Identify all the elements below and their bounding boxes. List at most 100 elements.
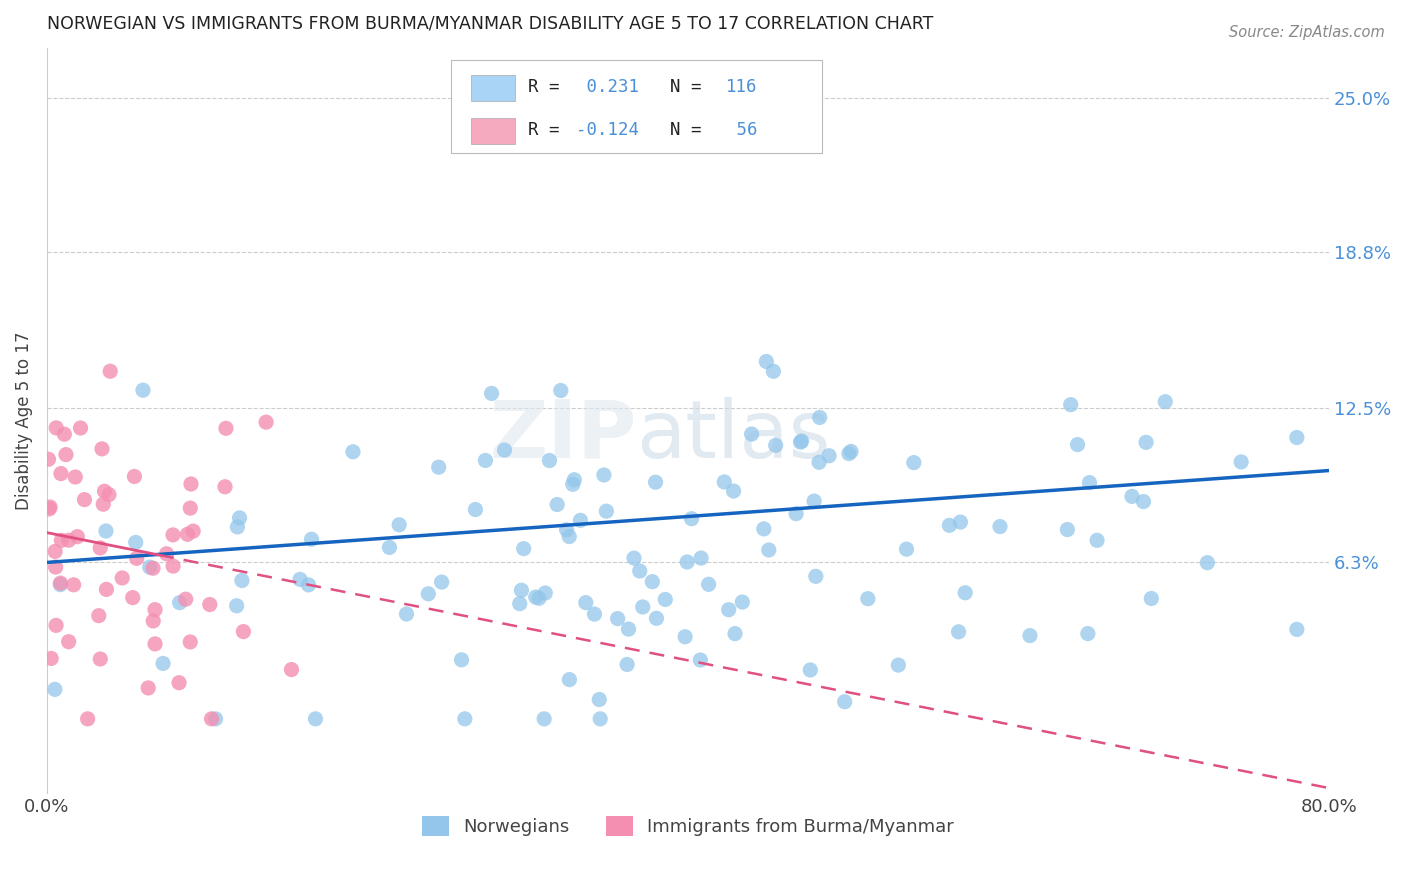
Point	[39, 500, 62, 514]
Point	[938, 518, 960, 533]
Point	[228, 511, 250, 525]
Point	[96, 582, 118, 597]
Point	[512, 541, 534, 556]
Point	[524, 590, 547, 604]
Point	[204, 712, 226, 726]
Point	[758, 543, 780, 558]
Point	[49, 577, 72, 591]
Point	[949, 515, 972, 529]
Point	[1121, 489, 1143, 503]
Point	[76, 712, 98, 726]
Point	[839, 444, 862, 458]
Point	[595, 504, 617, 518]
Point	[617, 622, 640, 636]
Point	[799, 663, 821, 677]
Point	[762, 364, 785, 378]
Point	[225, 599, 247, 613]
Point	[65, 470, 87, 484]
Point	[39, 651, 62, 665]
Point	[1285, 623, 1308, 637]
Point	[142, 614, 165, 628]
Point	[45, 421, 67, 435]
Point	[143, 637, 166, 651]
Point	[49, 576, 72, 591]
Point	[464, 502, 486, 516]
Text: ZIP: ZIP	[489, 397, 637, 475]
Point	[152, 657, 174, 671]
Point	[623, 551, 645, 566]
Point	[226, 520, 249, 534]
Point	[689, 653, 711, 667]
Point	[427, 460, 450, 475]
Point	[834, 695, 856, 709]
Point	[58, 533, 80, 548]
Point	[575, 596, 598, 610]
Point	[181, 524, 204, 538]
Point	[1197, 556, 1219, 570]
Point	[690, 551, 713, 566]
Point	[527, 591, 550, 606]
Text: atlas: atlas	[637, 397, 831, 475]
Point	[304, 712, 326, 726]
Point	[342, 444, 364, 458]
Point	[561, 477, 583, 491]
Point	[55, 448, 77, 462]
Point	[91, 497, 114, 511]
Point	[534, 586, 557, 600]
Point	[167, 675, 190, 690]
Point	[856, 591, 879, 606]
Point	[430, 575, 453, 590]
Point	[138, 560, 160, 574]
Point	[395, 607, 418, 621]
Point	[94, 524, 117, 538]
Point	[765, 438, 787, 452]
Y-axis label: Disability Age 5 to 17: Disability Age 5 to 17	[15, 332, 32, 510]
FancyBboxPatch shape	[471, 75, 515, 101]
Text: N =: N =	[650, 78, 713, 96]
Point	[789, 435, 811, 450]
Point	[654, 592, 676, 607]
Point	[73, 492, 96, 507]
Point	[509, 597, 531, 611]
Text: N =: N =	[650, 121, 713, 139]
Point	[741, 427, 763, 442]
Point	[628, 564, 651, 578]
Point	[37, 452, 59, 467]
Point	[510, 583, 533, 598]
Point	[58, 634, 80, 648]
Point	[378, 541, 401, 555]
Point	[752, 522, 775, 536]
Point	[1019, 629, 1042, 643]
Point	[676, 555, 699, 569]
Point	[125, 535, 148, 549]
Point	[558, 673, 581, 687]
Point	[215, 421, 238, 435]
Point	[804, 569, 827, 583]
Point	[1140, 591, 1163, 606]
Point	[785, 507, 807, 521]
Point	[887, 658, 910, 673]
Point	[454, 712, 477, 726]
Point	[45, 560, 67, 574]
Point	[89, 541, 111, 555]
Point	[641, 574, 664, 589]
Point	[44, 682, 66, 697]
Point	[562, 473, 585, 487]
Point	[1285, 430, 1308, 444]
Point	[231, 574, 253, 588]
Text: 56: 56	[727, 121, 758, 139]
Point	[301, 533, 323, 547]
Point	[953, 586, 976, 600]
Point	[53, 427, 76, 442]
Point	[155, 547, 177, 561]
Point	[818, 449, 841, 463]
Point	[162, 528, 184, 542]
Point	[97, 488, 120, 502]
Point	[717, 603, 740, 617]
Point	[1230, 455, 1253, 469]
Point	[645, 611, 668, 625]
Point	[111, 571, 134, 585]
Point	[51, 533, 73, 548]
Point	[550, 384, 572, 398]
Point	[280, 663, 302, 677]
